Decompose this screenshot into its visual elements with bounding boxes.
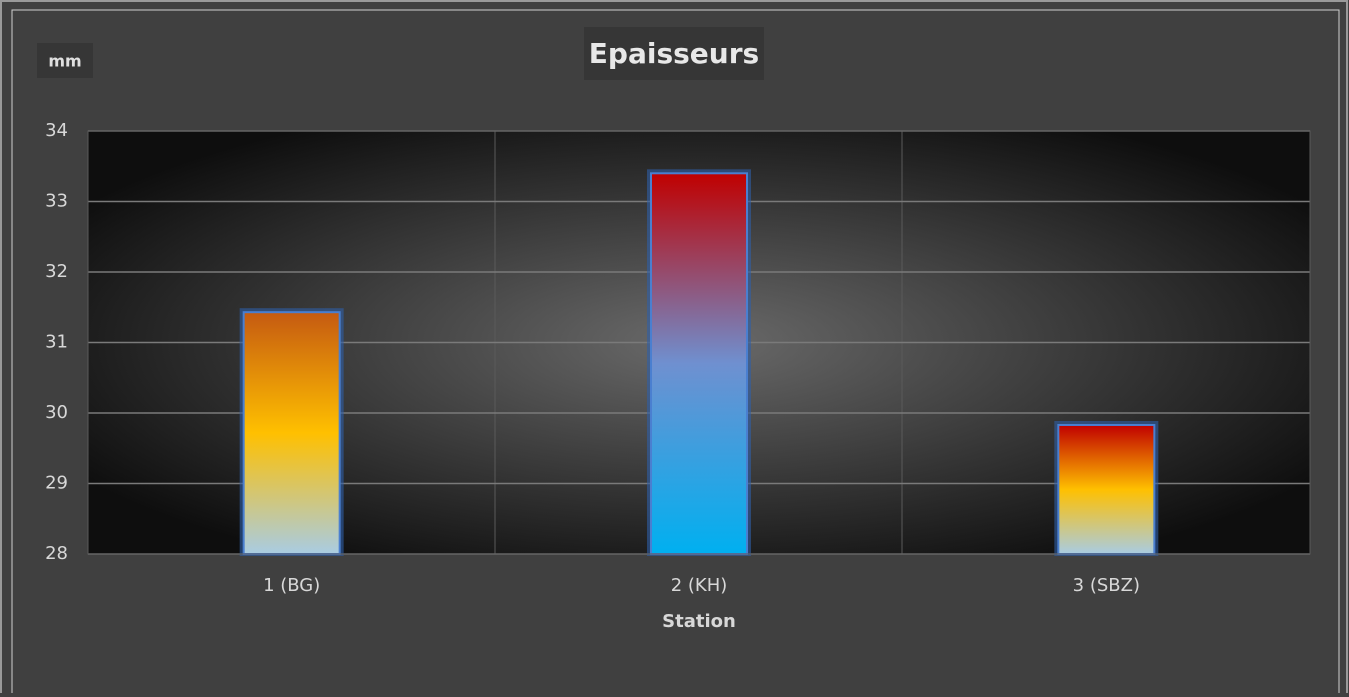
y-tick-label: 30 (45, 402, 68, 423)
x-tick-label: 3 (SBZ) (1073, 575, 1140, 596)
title-box (584, 27, 764, 80)
y-tick-label: 34 (45, 120, 68, 141)
y-tick-label: 31 (45, 332, 68, 353)
y-label-box (37, 43, 93, 78)
x-tick-label: 1 (BG) (263, 575, 320, 596)
chart-title: Epaisseurs (589, 37, 759, 70)
bar (650, 172, 748, 556)
y-axis-label: mm (48, 52, 81, 71)
x-tick-label: 2 (KH) (671, 575, 728, 596)
y-tick-label: 32 (45, 261, 68, 282)
x-axis-label: Station (662, 611, 736, 632)
y-tick-label: 29 (45, 473, 68, 494)
bar (1057, 423, 1156, 555)
bar (242, 311, 341, 555)
y-tick-label: 33 (45, 191, 68, 212)
plot-border (87, 130, 1311, 555)
y-tick-label: 28 (45, 543, 68, 564)
